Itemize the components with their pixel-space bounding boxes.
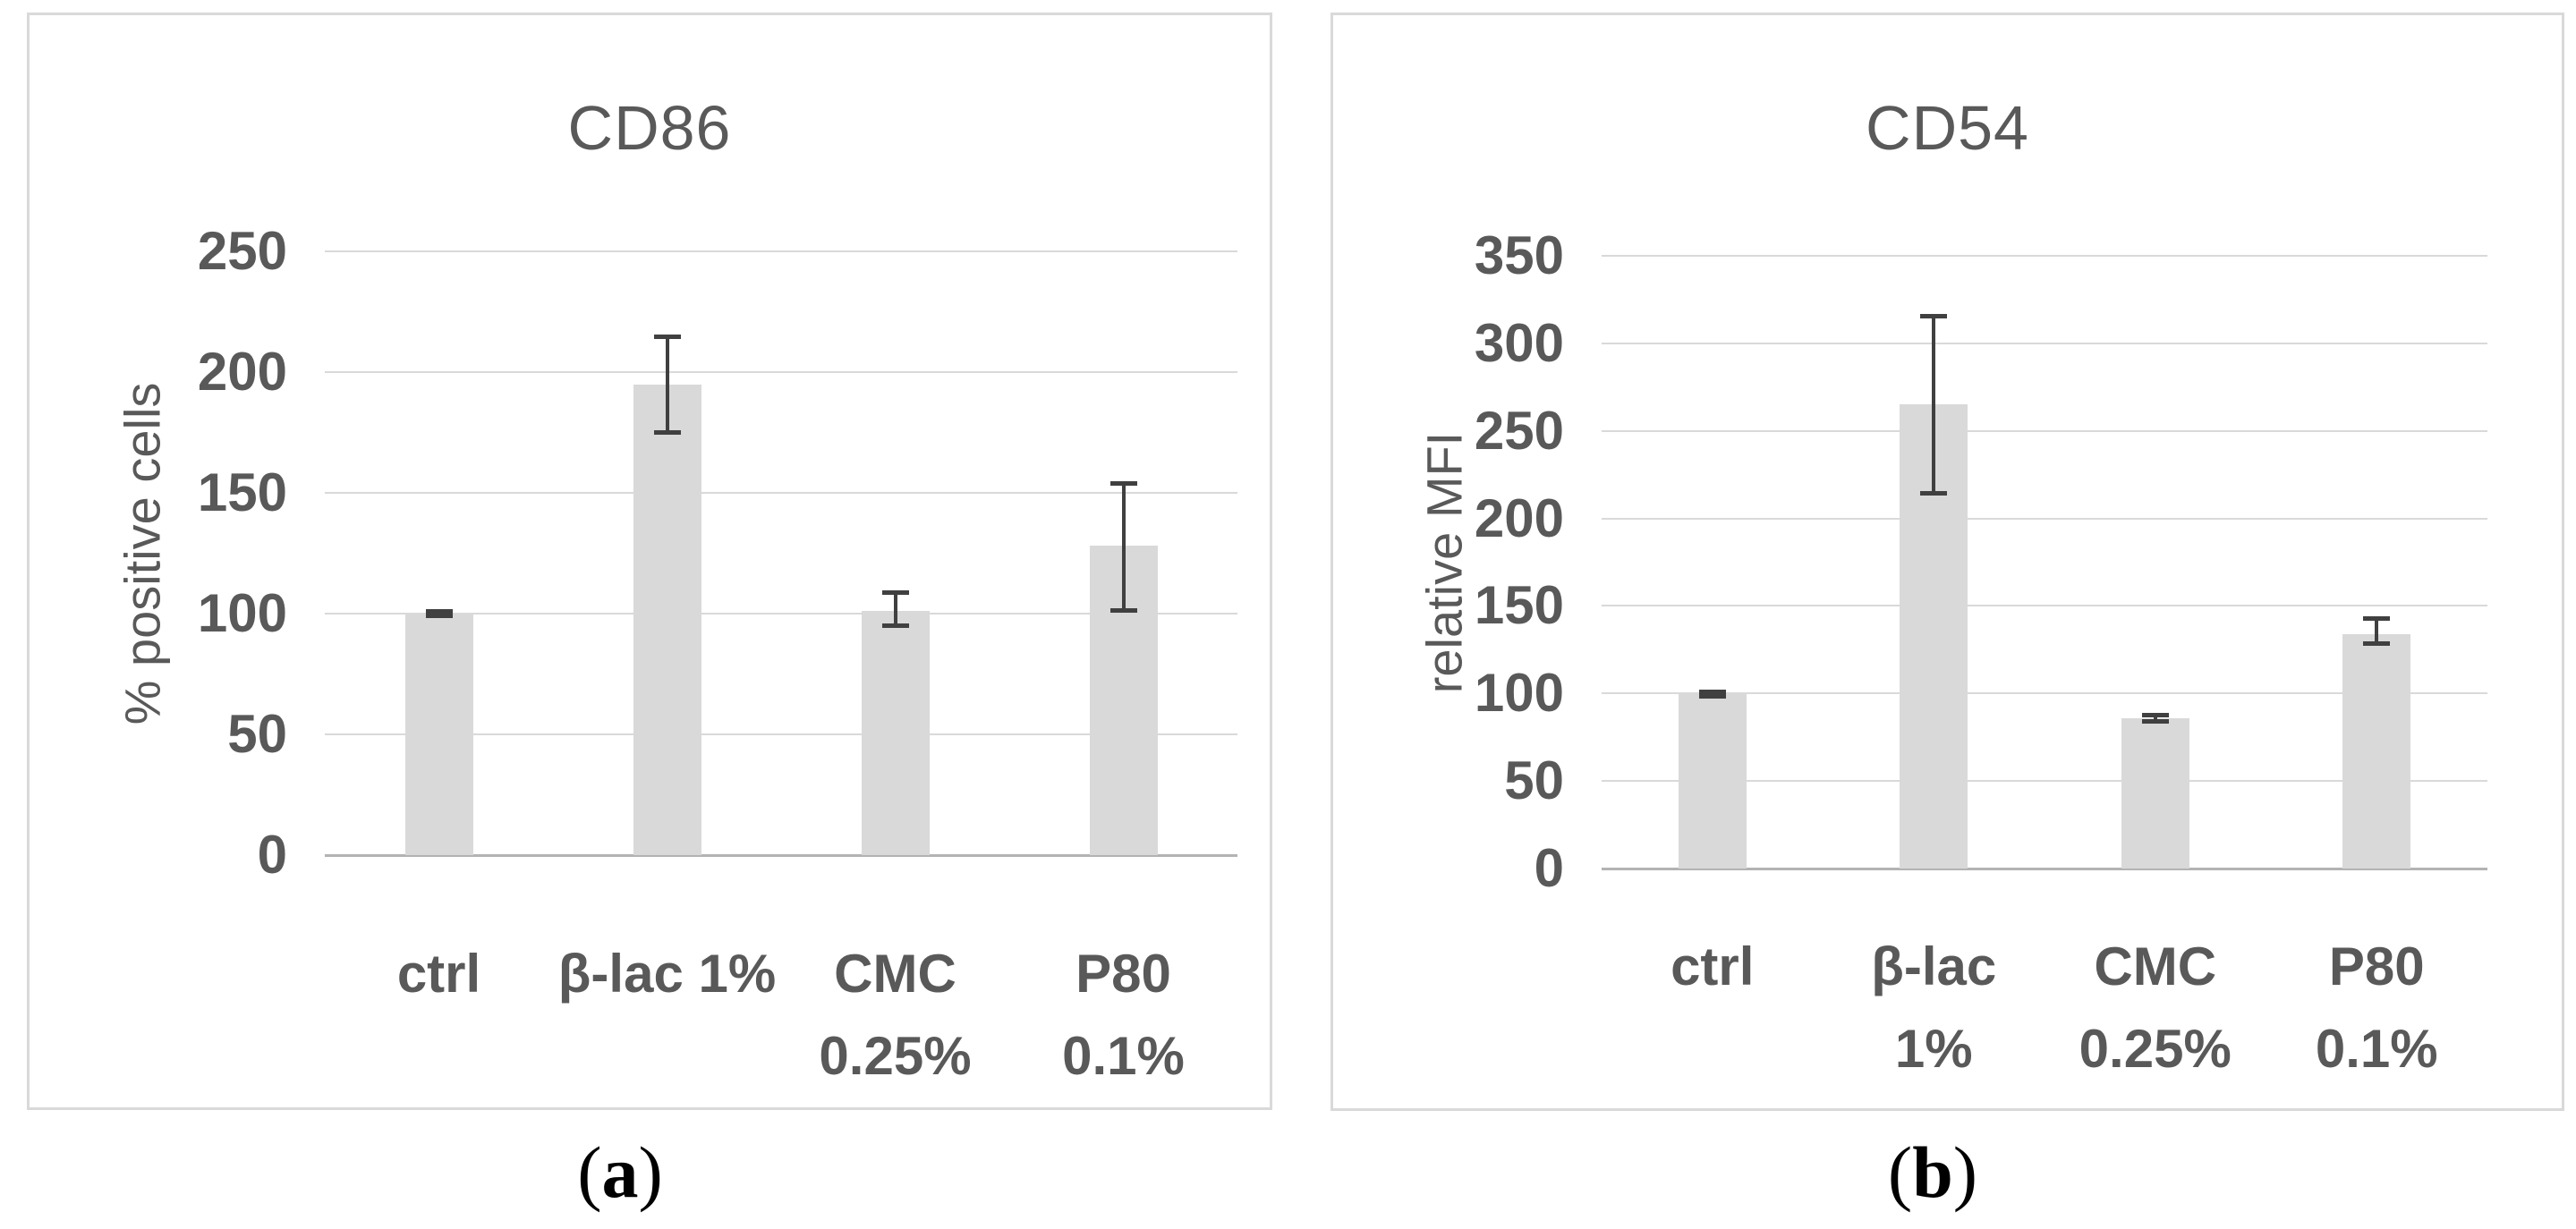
error-bar-whisker — [1121, 483, 1126, 612]
caption-paren: ( — [577, 1132, 602, 1213]
category-label: CMC 0.25% — [781, 933, 1009, 1098]
gridline — [325, 492, 1237, 494]
category-label: P80 0.1% — [1009, 933, 1237, 1098]
bar-ctrl — [404, 614, 473, 855]
error-bar-cap-top — [425, 609, 453, 614]
gridline — [1602, 429, 2487, 432]
category-label: P80 0.1% — [2266, 926, 2488, 1090]
error-bar-cap-bottom — [1109, 608, 1137, 614]
gridline — [325, 250, 1237, 252]
gridline — [1602, 255, 2487, 257]
y-tick-label: 100 — [1474, 663, 1564, 724]
category-label-line: β-lac — [1871, 937, 1997, 996]
caption-paren: ( — [1887, 1132, 1913, 1213]
caption-letter: a — [601, 1132, 639, 1213]
chart-title: CD86 — [567, 93, 732, 163]
error-bar-cap-bottom — [881, 623, 909, 628]
chart-title: CD54 — [1866, 93, 2029, 163]
gridline — [1602, 692, 2487, 695]
subfigure-caption-a: (a) — [577, 1134, 663, 1211]
error-bar-cap-top — [653, 334, 681, 339]
error-bar-cap-bottom — [425, 613, 453, 618]
error-bar-cap-bottom — [653, 429, 681, 435]
y-tick-label: 0 — [257, 825, 287, 885]
bar-ctrl — [1678, 693, 1747, 869]
category-label-line: 1% — [1894, 1019, 1973, 1079]
y-axis-title: % positive cells — [114, 382, 171, 725]
gridline — [325, 613, 1237, 614]
error-bar-cap-bottom — [1920, 491, 1948, 496]
gridline — [1602, 342, 2487, 344]
error-bar-cap-top — [2363, 616, 2391, 622]
bar-P80 0.1% — [2342, 633, 2411, 869]
y-tick-label: 250 — [197, 221, 287, 281]
y-tick-label: 350 — [1474, 225, 1564, 285]
error-bar-cap-top — [1698, 690, 1726, 695]
bar-CMC 0.25% — [2121, 717, 2189, 869]
gridline — [1602, 780, 2487, 783]
error-bar-cap-bottom — [1698, 694, 1726, 699]
y-tick-label: 0 — [1534, 838, 1564, 898]
chart-panel-cd54: CD54 relative MFI 350 300 250 200 150 100 50 0 c… — [1331, 13, 2564, 1111]
error-bar-cap-top — [1920, 313, 1948, 318]
caption-letter: b — [1912, 1132, 1953, 1213]
error-bar-whisker — [2375, 618, 2379, 645]
y-tick-label: 150 — [197, 462, 287, 522]
error-bar-cap-top — [1109, 481, 1137, 487]
caption-paren: ) — [1952, 1132, 1978, 1213]
category-label-line: ctrl — [396, 944, 481, 1004]
error-bar-whisker — [665, 335, 669, 433]
chart-panel-cd86: CD86 % positive cells 250 200 150 100 50 0 ctr… — [27, 13, 1272, 1110]
category-label-line: 0.1% — [1062, 1026, 1185, 1086]
gridline — [325, 733, 1237, 735]
error-bar-cap-top — [2141, 712, 2169, 717]
y-tick-label: 100 — [197, 583, 287, 643]
y-tick-label: 200 — [1474, 487, 1564, 548]
x-axis-line — [325, 854, 1237, 857]
category-label: ctrl — [1602, 926, 1824, 1008]
caption-paren: ) — [638, 1132, 663, 1213]
category-label-line: P80 — [1075, 944, 1171, 1004]
category-label: β-lac 1% — [1824, 926, 2045, 1090]
gridline — [1602, 517, 2487, 520]
bar-β-lac 1% — [633, 384, 701, 855]
category-label-line: CMC — [834, 944, 956, 1004]
category-label-line: P80 — [2328, 937, 2425, 996]
error-bar-whisker — [1932, 315, 1936, 495]
error-bar-whisker — [2153, 714, 2157, 722]
error-bar-whisker — [893, 591, 897, 626]
error-bar-cap-bottom — [2141, 718, 2169, 724]
y-tick-label: 50 — [1504, 750, 1564, 811]
x-axis-line — [1602, 868, 2487, 870]
y-axis-title: relative MFI — [1416, 431, 1473, 693]
error-bar-cap-top — [881, 589, 909, 595]
y-tick-label: 50 — [227, 704, 287, 764]
gridline — [1602, 605, 2487, 607]
y-tick-label: 200 — [197, 342, 287, 402]
subfigure-caption-b: (b) — [1888, 1134, 1977, 1211]
category-label: ctrl — [325, 933, 553, 1015]
category-label: β-lac 1% — [553, 933, 781, 1015]
gridline — [325, 371, 1237, 373]
y-tick-label: 150 — [1474, 575, 1564, 636]
y-tick-label: 300 — [1474, 312, 1564, 373]
category-label-line: CMC — [2094, 937, 2217, 996]
error-bar-cap-bottom — [2363, 641, 2391, 647]
category-label-line: 0.25% — [819, 1026, 972, 1086]
y-tick-label: 250 — [1474, 400, 1564, 461]
category-label-line: 0.1% — [2315, 1019, 2438, 1079]
category-label-line: β-lac 1% — [557, 944, 777, 1004]
category-label-line: 0.25% — [2079, 1019, 2232, 1079]
bar-CMC 0.25% — [861, 611, 930, 855]
category-label: CMC 0.25% — [2045, 926, 2266, 1090]
category-label-line: ctrl — [1671, 937, 1755, 996]
